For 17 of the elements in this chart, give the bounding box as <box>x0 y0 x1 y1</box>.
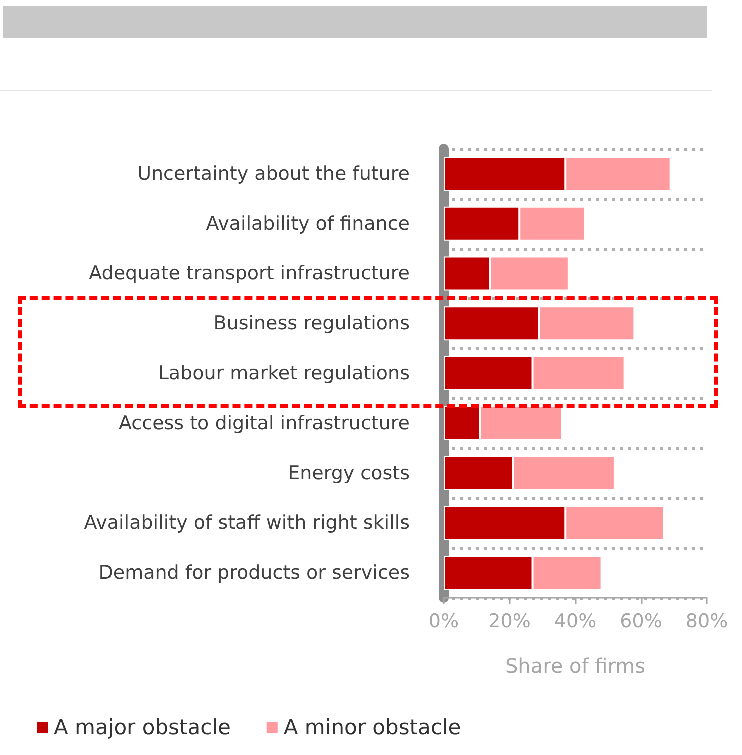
y-tick-label: Access to digital infrastructure <box>119 412 410 434</box>
y-tick-label: Business regulations <box>214 312 410 335</box>
legend-label: A minor obstacle <box>284 716 462 740</box>
y-tick-label: Uncertainty about the future <box>138 162 410 185</box>
legend-label: A major obstacle <box>54 716 231 740</box>
y-tick-label: Adequate transport infrastructure <box>89 262 410 285</box>
x-axis-title: Share of firms <box>505 654 646 678</box>
y-tick-label: Availability of finance <box>206 212 410 235</box>
x-tick-label: 40% <box>554 610 597 632</box>
x-tick-label: 80% <box>686 610 728 632</box>
x-tick-label: 20% <box>488 610 531 632</box>
x-tick-label: 60% <box>620 610 662 632</box>
y-tick-label: Demand for products or services <box>98 562 410 584</box>
y-tick-label: Labour market regulations <box>158 362 410 384</box>
x-tick-label: 0% <box>428 610 460 632</box>
y-tick-label: Energy costs <box>288 462 410 484</box>
y-tick-label: Availability of staff with right skills <box>84 512 410 534</box>
